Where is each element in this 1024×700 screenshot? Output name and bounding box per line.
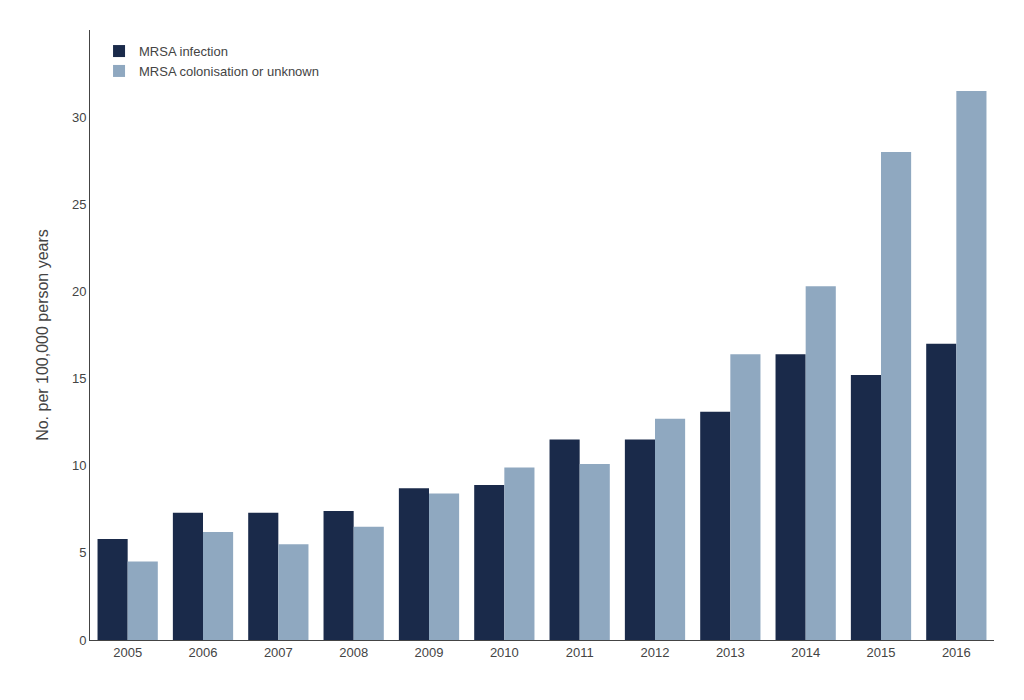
svg-text:15: 15 [72, 371, 86, 386]
svg-text:5: 5 [79, 545, 86, 560]
svg-text:20: 20 [72, 284, 86, 299]
svg-text:2006: 2006 [189, 645, 218, 660]
svg-text:MRSA colonisation or unknown: MRSA colonisation or unknown [139, 64, 319, 79]
svg-text:2009: 2009 [415, 645, 444, 660]
svg-text:2016: 2016 [942, 645, 971, 660]
svg-text:MRSA infection: MRSA infection [139, 44, 228, 59]
svg-text:30: 30 [72, 110, 86, 125]
svg-text:2010: 2010 [490, 645, 519, 660]
svg-text:2015: 2015 [867, 645, 896, 660]
svg-text:25: 25 [72, 197, 86, 212]
svg-text:2013: 2013 [716, 645, 745, 660]
svg-text:2008: 2008 [339, 645, 368, 660]
svg-text:2014: 2014 [791, 645, 820, 660]
svg-text:2012: 2012 [641, 645, 670, 660]
svg-text:2011: 2011 [566, 645, 594, 660]
svg-text:0: 0 [79, 633, 86, 648]
svg-text:10: 10 [72, 458, 86, 473]
svg-text:2007: 2007 [264, 645, 293, 660]
svg-text:No. per 100,000 person years: No. per 100,000 person years [34, 229, 51, 441]
svg-text:2005: 2005 [113, 645, 142, 660]
